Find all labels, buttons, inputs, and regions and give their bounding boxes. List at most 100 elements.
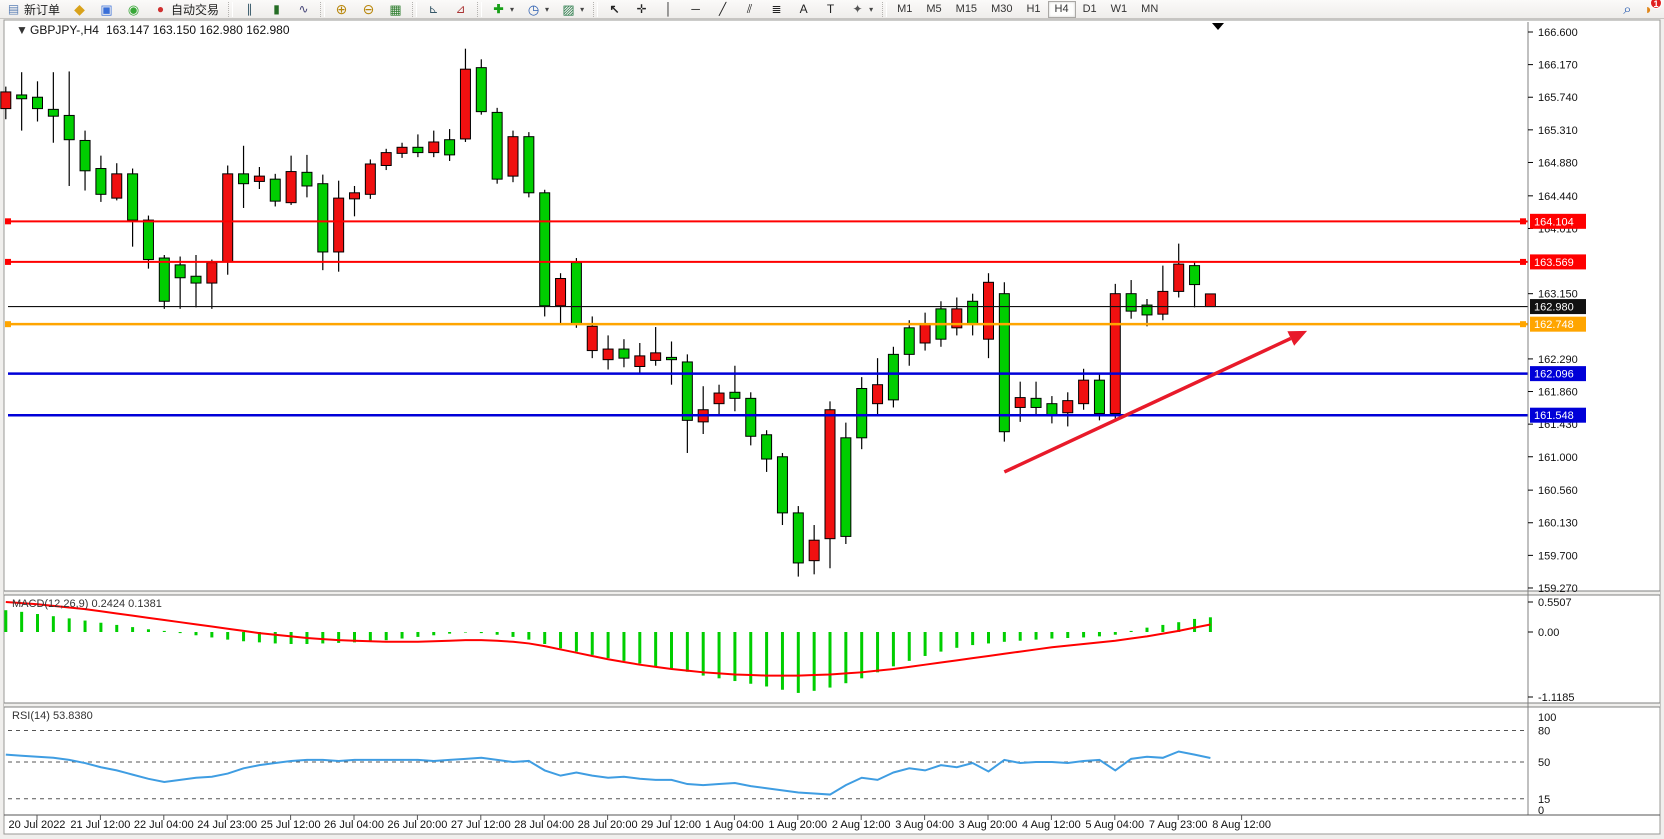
macd-signal-line [5,601,1211,677]
template-button[interactable]: ▨ ▾ [555,1,590,18]
price-tick-label: 165.740 [1538,92,1578,104]
chevron-down-icon: ▾ [545,4,550,14]
level-handle[interactable] [5,218,11,225]
candle-body [253,175,265,182]
timeframe-button-M5[interactable]: M5 [926,3,942,15]
candle-body [1078,379,1090,405]
macd-scale-label: -1.1185 [1538,692,1575,704]
text-tool-button[interactable]: A [790,1,817,18]
fibonacci-tool-button[interactable]: ≣ [763,1,790,18]
template-icon: ▨ [562,1,575,17]
price-tick-label: 166.600 [1538,27,1578,39]
zoom-out-button[interactable]: ⊖ [355,1,382,18]
candle-body [396,146,408,154]
shapes-icon: ✦ [852,1,863,16]
level-handle[interactable] [1520,218,1526,225]
timeframe-button-M30[interactable]: M30 [991,3,1013,15]
trendline-tool-button[interactable]: ╱ [709,1,736,18]
label-tool-button[interactable]: T [817,1,844,18]
price-label-bg-161.548 [1530,407,1586,423]
candle-body [238,173,250,185]
candle-body [1062,400,1074,414]
price-label-bg-162.096 [1530,366,1586,382]
window-icon: ▣ [100,1,113,17]
chevron-down-icon: ▾ [510,4,515,14]
level-handle[interactable] [1520,321,1526,328]
chart-dropdown-icon[interactable]: ▼ [16,23,28,37]
candle-body [285,171,297,204]
timeframe-button-H1[interactable]: H1 [1026,3,1041,15]
channel-tool-button[interactable]: ⫽ [736,1,763,18]
line-chart-button[interactable]: ∿ [290,1,317,18]
text-icon: A [799,1,808,16]
cursor-tool-button[interactable]: ↖ [601,1,628,18]
diamond-icon: ◆ [74,0,85,17]
zoom-in-button[interactable]: ⊕ [328,1,355,18]
add-indicator-button[interactable]: ✚ ▾ [485,1,520,18]
candle-body [333,197,345,253]
chart-shift-button[interactable]: ⊿ [447,1,474,18]
channel-icon: ⫽ [746,1,753,16]
candle-chart-button[interactable]: ▮ [263,1,290,18]
timeframe-button-D1[interactable]: D1 [1082,3,1097,15]
new-order-button[interactable]: ▤ 新订单 [0,1,66,18]
rsi-label: RSI(14) 53.8380 [12,710,93,722]
diamond-button[interactable]: ◆ [66,1,93,18]
candle-body [79,139,91,172]
candle-body [349,192,360,200]
search-icon[interactable]: ⌕ [1623,0,1632,18]
hline-tool-button[interactable]: ─ [682,1,709,18]
signals-button[interactable]: ◉ [120,1,147,18]
timeframe-button-H4[interactable]: H4 [1047,0,1076,18]
shapes-tool-button[interactable]: ✦ ▾ [844,1,879,18]
level-handle[interactable] [1520,258,1526,265]
candle-body [111,173,123,199]
toolbar-separator [882,1,888,17]
panel-divider [4,591,1660,595]
trend-arrow-head[interactable] [1287,330,1308,346]
candle-body [380,152,392,166]
zoom-in-icon: ⊕ [335,0,348,17]
price-tick-label: 162.290 [1538,354,1578,366]
crosshair-icon: ✛ [636,1,647,16]
market-watch-button[interactable]: ▣ [93,1,120,18]
candle-body [0,91,12,110]
auto-scroll-button[interactable]: ⊾ [420,1,447,18]
time-tick-label: 1 Aug 20:00 [768,819,827,831]
candle-body [412,146,424,154]
candle-body [317,183,329,253]
candle-body [444,139,456,156]
vline-icon: │ [664,1,673,16]
candle-body [523,136,535,194]
tile-windows-button[interactable]: ▦ [382,1,409,18]
price-label-164.104: 164.104 [1534,216,1574,228]
notifications-button[interactable]: ◗ 1 [1641,0,1662,18]
autotrading-button[interactable]: ● 自动交易 [147,1,225,18]
timeframe-button-MN[interactable]: MN [1141,3,1159,15]
chevron-down-icon: ▾ [869,4,874,14]
vline-tool-button[interactable]: │ [655,1,682,18]
period-button[interactable]: ◷ ▾ [520,1,555,18]
zoom-out-icon: ⊖ [362,0,375,17]
trend-arrow-line[interactable] [1003,336,1292,474]
fibonacci-icon: ≣ [771,1,782,16]
clock-icon: ◷ [527,1,540,17]
time-tick-label: 22 Jul 04:00 [134,819,194,831]
price-tick-label: 163.150 [1538,289,1578,301]
timeframe-button-M15[interactable]: M15 [955,3,978,15]
crosshair-tool-button[interactable]: ✛ [628,1,655,18]
time-tick-label: 2 Aug 12:00 [832,819,891,831]
level-handle[interactable] [5,321,11,328]
candle-body [301,171,313,187]
timeframe-button-M1[interactable]: M1 [897,3,913,15]
candle-body [1157,290,1169,315]
cursor-icon: ↖ [609,1,620,16]
trendline-icon: ╱ [718,1,727,16]
price-tick-label: 160.560 [1538,485,1578,497]
chart-title-symbol: GBPJPY-,H4 [30,23,99,37]
candle-body [872,384,884,405]
level-handle[interactable] [5,258,11,265]
timeframe-button-W1[interactable]: W1 [1110,3,1128,15]
bar-chart-button[interactable]: ∥ [236,1,263,18]
